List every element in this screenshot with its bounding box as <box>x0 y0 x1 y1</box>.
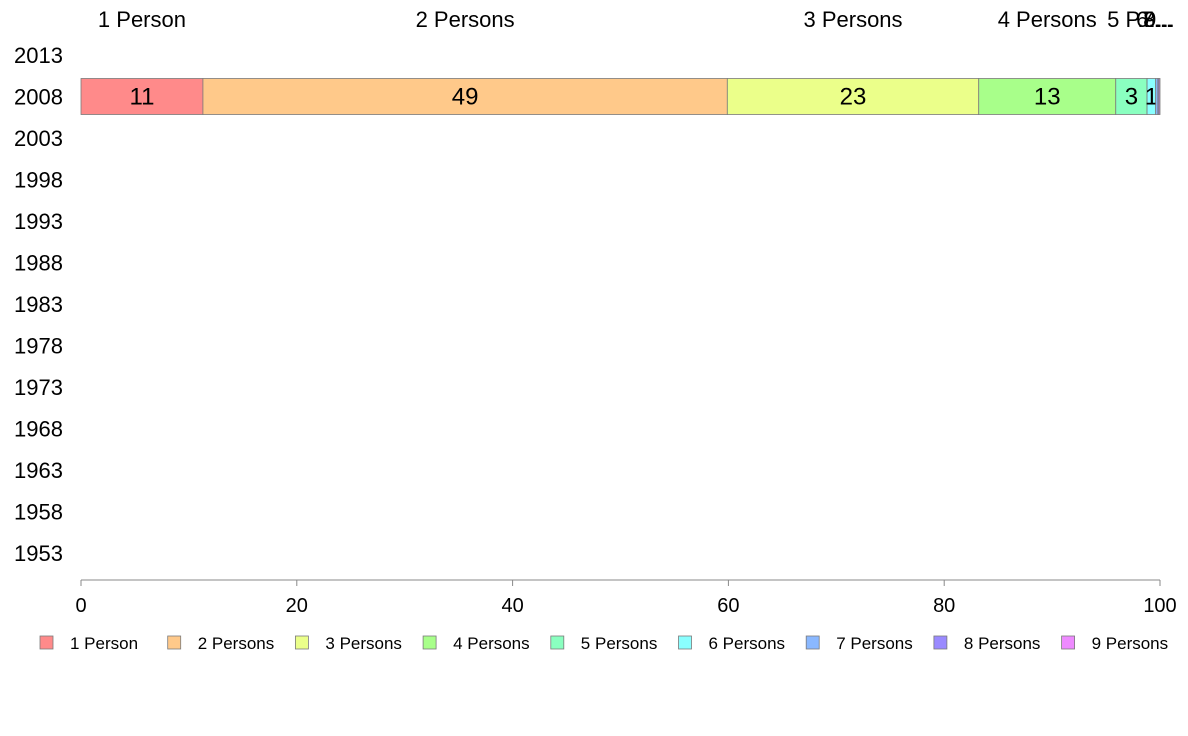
category-label: 2013 <box>14 43 63 68</box>
segment-value-label: 3 <box>1125 84 1138 111</box>
series-top-label: 7... <box>1141 7 1172 32</box>
category-label: 1998 <box>14 168 63 193</box>
legend-label: 2 Persons <box>198 634 275 653</box>
x-tick-label: 40 <box>501 595 523 617</box>
category-label: 1973 <box>14 375 63 400</box>
category-label: 1963 <box>14 458 63 483</box>
legend-swatch <box>805 635 820 650</box>
category-label: 1978 <box>14 334 63 359</box>
series-top-label: 6... <box>1136 7 1167 32</box>
category-label: 1958 <box>14 500 63 525</box>
legend-swatch <box>39 635 54 650</box>
series-top-label: 2 Persons <box>416 7 515 32</box>
segment-value-label: 13 <box>1034 84 1061 111</box>
category-label: 1983 <box>14 292 63 317</box>
category-label: 2008 <box>14 85 63 110</box>
series-top-label: 8... <box>1143 7 1174 32</box>
x-tick-label: 80 <box>933 595 955 617</box>
legend-swatch <box>294 635 309 650</box>
category-label: 2003 <box>14 126 63 151</box>
legend-swatch <box>550 635 565 650</box>
segment-value-label: 11 <box>130 84 155 111</box>
series-top-label: 9... <box>1144 7 1175 32</box>
x-tick-label: 20 <box>286 595 308 617</box>
legend-label: 3 Persons <box>325 634 402 653</box>
series-top-label: 1 Person <box>98 7 186 32</box>
category-label: 1988 <box>14 251 63 276</box>
segment-value-label: 49 <box>452 84 479 111</box>
series-top-label: 3 Persons <box>803 7 902 32</box>
legend-label: 7 Persons <box>836 634 913 653</box>
category-label: 1953 <box>14 541 63 566</box>
bar-segment <box>978 78 1117 115</box>
category-label: 1968 <box>14 417 63 442</box>
x-tick-label: 100 <box>1143 595 1176 617</box>
category-label: 1993 <box>14 209 63 234</box>
legend-label: 6 Persons <box>709 634 786 653</box>
legend-swatch <box>422 635 437 650</box>
bar-segment <box>202 78 728 115</box>
bar-segment <box>1115 78 1148 115</box>
legend-swatch <box>167 635 182 650</box>
legend-label: 5 Persons <box>581 634 658 653</box>
legend-swatch <box>678 635 692 650</box>
segment-value-label: 23 <box>840 84 867 111</box>
legend-label: 1 Person <box>70 634 138 653</box>
bar-segment <box>1158 78 1161 115</box>
legend-label: 8 Persons <box>964 634 1041 653</box>
x-tick-label: 0 <box>75 595 86 617</box>
bar-segment <box>726 78 980 115</box>
x-tick-label: 60 <box>717 595 739 617</box>
series-top-label: 4 Persons <box>998 7 1097 32</box>
segment-value-label: 1 <box>1145 84 1158 111</box>
legend-label: 9 Persons <box>1092 634 1169 653</box>
legend-swatch <box>933 635 948 650</box>
legend-label: 4 Persons <box>453 634 530 653</box>
legend-swatch <box>1061 635 1075 650</box>
bar-segment <box>80 78 204 115</box>
series-top-label: 5 P... <box>1107 7 1156 32</box>
